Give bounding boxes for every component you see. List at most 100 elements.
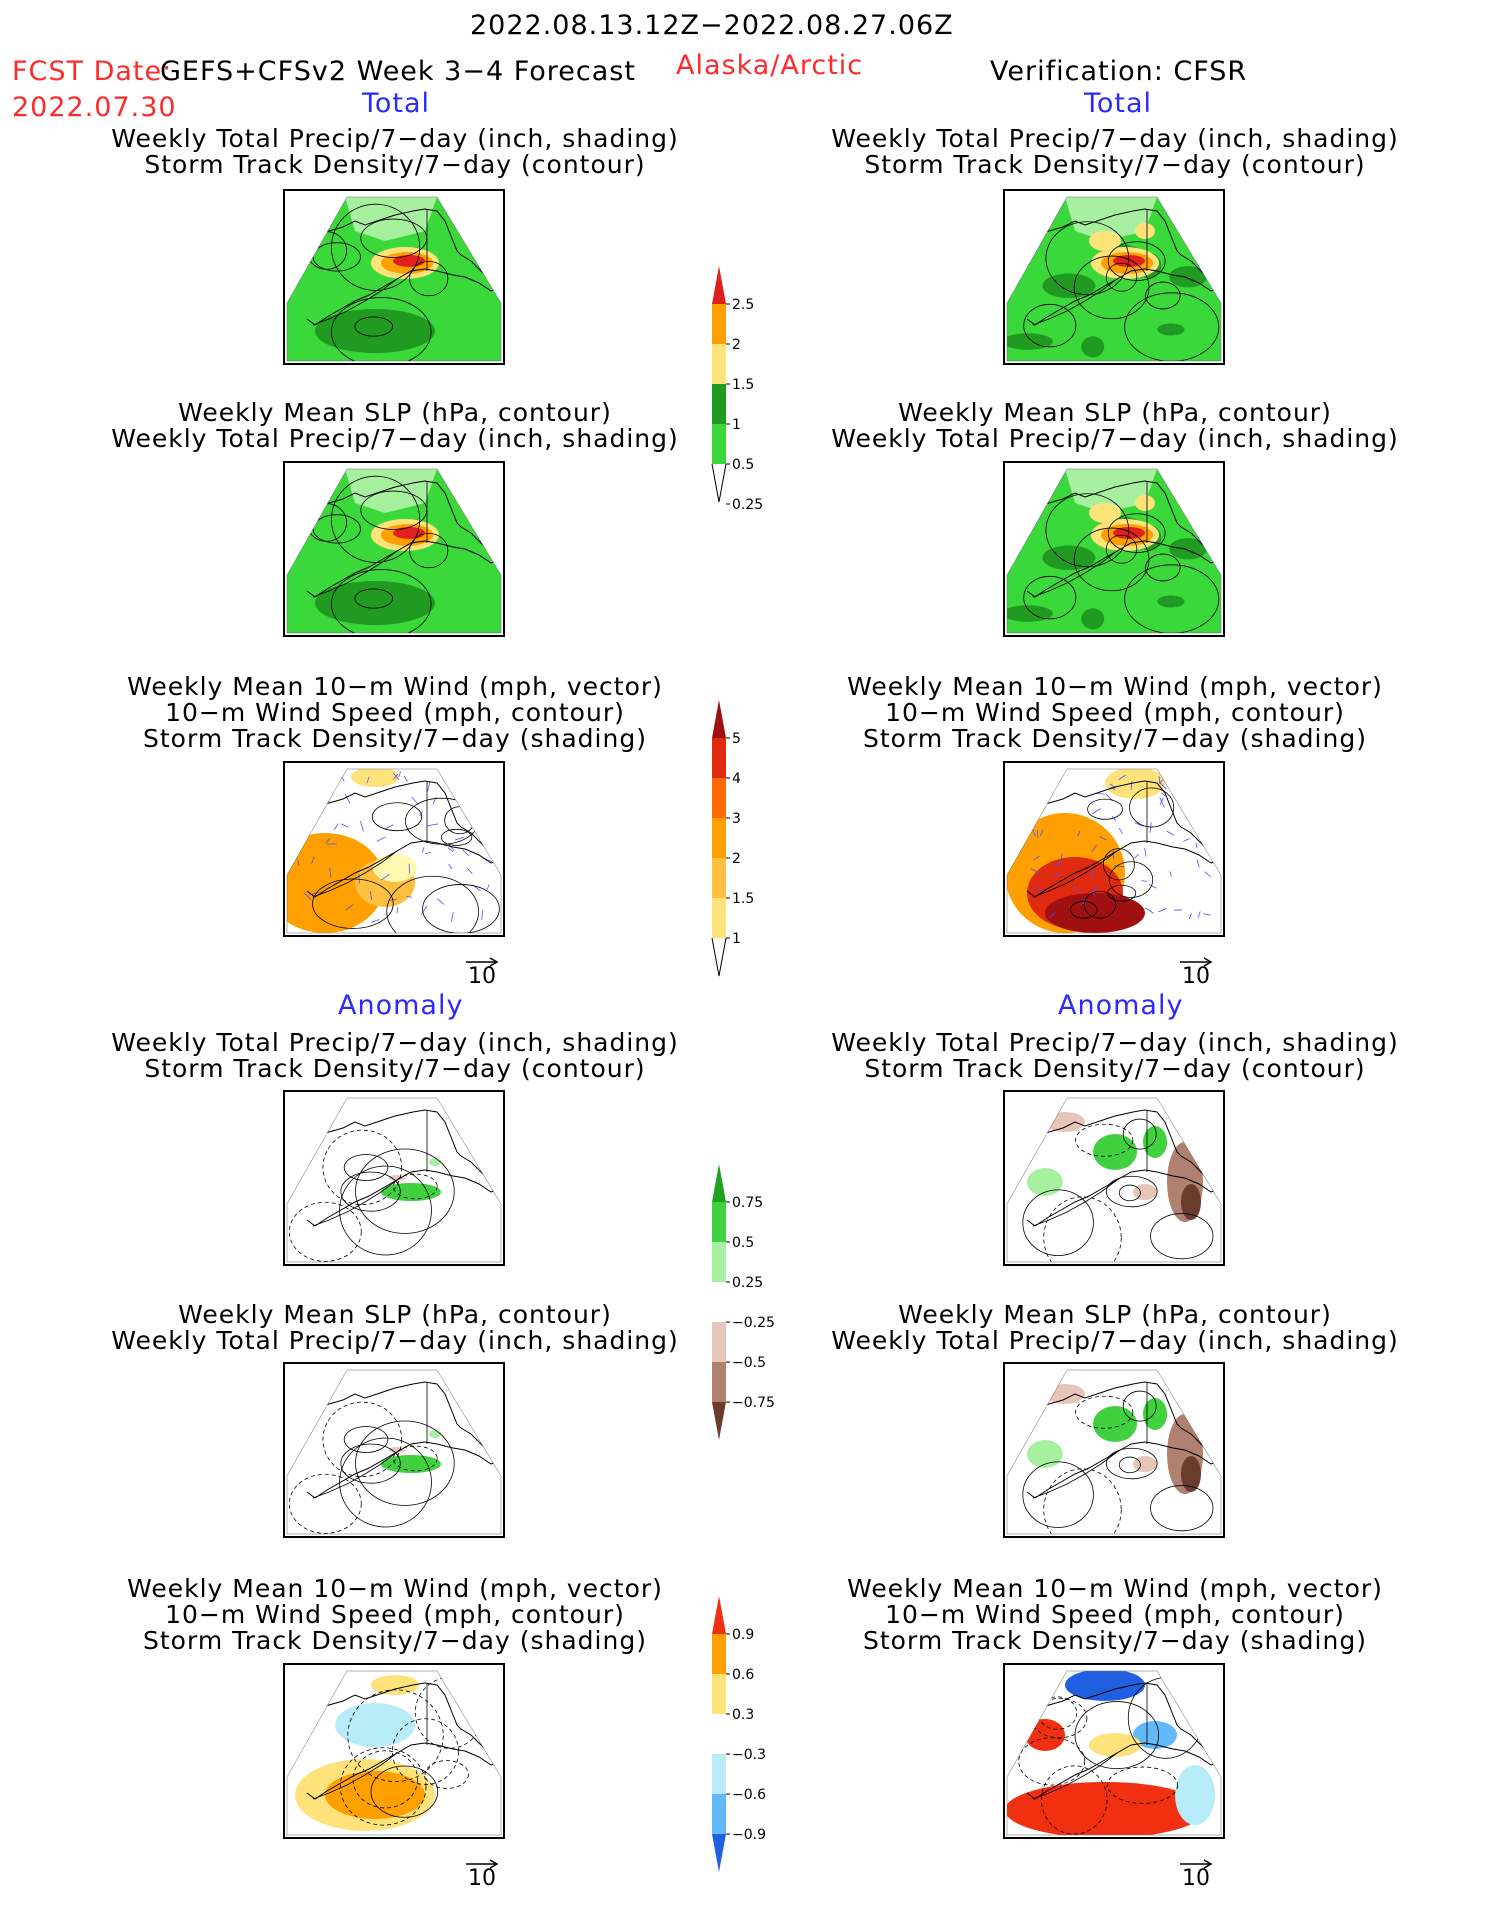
colorbar-tick-label: 0.3 [732, 1707, 754, 1723]
fcst-model: GEFS+CFSv2 Week 3−4 Forecast [160, 56, 636, 87]
vector-reference-value: 10 [468, 964, 496, 989]
map-graphic [286, 196, 502, 362]
colorbar-tick-label: 0.25 [732, 497, 763, 513]
section-anomaly-right: Anomaly [1058, 990, 1184, 1021]
caption-line: Weekly Mean SLP (hPa, contour) [178, 1300, 612, 1329]
caption-right-row1: Weekly Total Precip/7−day (inch, shading… [815, 126, 1415, 178]
arrow-right-icon [466, 1859, 499, 1869]
wind-vector-reference-anomaly-right: 10 [1176, 1858, 1216, 1891]
colorbar-swatch [712, 344, 726, 384]
caption-line: Weekly Mean 10−m Wind (mph, vector) [127, 672, 663, 701]
caption-left-row6: Weekly Mean 10−m Wind (mph, vector) 10−m… [95, 1576, 695, 1654]
caption-line: Storm Track Density/7−day (contour) [144, 1054, 646, 1083]
map-graphic [286, 768, 502, 934]
arrow-right-icon [466, 957, 499, 967]
colorbar-tick-label: −0.9 [732, 1827, 766, 1843]
caption-line: Weekly Total Precip/7−day (inch, shading… [831, 1028, 1399, 1057]
colorbar-graphic: 0.75 0.5 0.25 −0.25 −0.5 −0.75 [712, 1164, 775, 1440]
caption-left-row5: Weekly Mean SLP (hPa, contour) Weekly To… [95, 1302, 695, 1354]
verification-label: Verification: CFSR [990, 56, 1248, 87]
colorbar-swatch [712, 1634, 726, 1674]
colorbar-swatch [712, 858, 726, 898]
colorbar-swatch [712, 384, 726, 424]
caption-right-row6: Weekly Mean 10−m Wind (mph, vector) 10−m… [815, 1576, 1415, 1654]
caption-left-row3: Weekly Mean 10−m Wind (mph, vector) 10−m… [95, 674, 695, 752]
caption-line: 10−m Wind Speed (mph, contour) [885, 698, 1345, 727]
section-total-right: Total [1084, 88, 1153, 119]
caption-line: Storm Track Density/7−day (shading) [143, 1626, 647, 1655]
map-forecast-wind-storm-total [283, 761, 505, 937]
caption-line: 10−m Wind Speed (mph, contour) [165, 1600, 625, 1629]
map-forecast-slp-precip-anomaly [283, 1362, 505, 1538]
colorbar-swatch [712, 1714, 726, 1754]
wind-vector-reference-anomaly-left: 10 [462, 1858, 502, 1891]
caption-line: Storm Track Density/7−day (shading) [863, 724, 1367, 753]
colorbar-swatch [712, 778, 726, 818]
colorbar-swatch [712, 738, 726, 778]
arrow-right-icon [1180, 1859, 1213, 1869]
colorbar-storm-anomaly: 0.9 0.6 0.3 −0.3 −0.6 −0.9 [712, 1596, 782, 1876]
section-anomaly-left: Anomaly [338, 990, 464, 1021]
colorbar-swatch [712, 898, 726, 938]
caption-right-row3: Weekly Mean 10−m Wind (mph, vector) 10−m… [815, 674, 1415, 752]
map-graphic [286, 1097, 502, 1263]
colorbar-tick-label: −0.3 [732, 1747, 766, 1763]
colorbar-swatch [712, 1754, 726, 1794]
caption-line: Weekly Mean 10−m Wind (mph, vector) [127, 1574, 663, 1603]
colorbar-tick-label: −0.25 [732, 1315, 775, 1331]
colorbar-tick-label: 1.5 [732, 891, 754, 907]
caption-line: 10−m Wind Speed (mph, contour) [885, 1600, 1345, 1629]
map-verification-slp-precip-anomaly [1003, 1362, 1225, 1538]
caption-line: 10−m Wind Speed (mph, contour) [165, 698, 625, 727]
colorbar-tick-label: 1 [732, 417, 741, 433]
colorbar-swatch [712, 1202, 726, 1242]
map-graphic [1006, 1097, 1222, 1263]
map-forecast-precip-storm-anomaly [283, 1090, 505, 1266]
caption-line: Weekly Total Precip/7−day (inch, shading… [831, 1326, 1399, 1355]
colorbar-tick-label: 0.9 [732, 1627, 754, 1643]
caption-line: Weekly Total Precip/7−day (inch, shading… [111, 124, 679, 153]
caption-line: Storm Track Density/7−day (shading) [143, 724, 647, 753]
caption-right-row5: Weekly Mean SLP (hPa, contour) Weekly To… [815, 1302, 1415, 1354]
colorbar-swatch [712, 1362, 726, 1402]
colorbar-precip-anomaly: 0.75 0.5 0.25 −0.25 −0.5 −0.75 [712, 1164, 782, 1444]
colorbar-tick-label: −0.75 [732, 1395, 775, 1411]
caption-left-row4: Weekly Total Precip/7−day (inch, shading… [95, 1030, 695, 1082]
colorbar-swatch [712, 424, 726, 464]
wind-vector-reference-total-left: 10 [462, 956, 502, 989]
colorbar-tick-label: −0.6 [732, 1787, 766, 1803]
colorbar-tick-label: 1.5 [732, 377, 754, 393]
colorbar-tick-label: 4 [732, 771, 741, 787]
map-graphic [1006, 1670, 1222, 1836]
colorbar-tick-label: 0.75 [732, 1195, 763, 1211]
caption-line: Weekly Mean 10−m Wind (mph, vector) [847, 672, 1383, 701]
map-verification-wind-storm-total [1003, 761, 1225, 937]
map-verification-precip-storm-total [1003, 189, 1225, 365]
map-graphic [1006, 1369, 1222, 1535]
caption-right-row2: Weekly Mean SLP (hPa, contour) Weekly To… [815, 400, 1415, 452]
caption-line: Weekly Total Precip/7−day (inch, shading… [831, 424, 1399, 453]
colorbar-tick-label: 0.5 [732, 457, 754, 473]
arrow-right-icon [1180, 957, 1213, 967]
map-forecast-wind-storm-anomaly [283, 1663, 505, 1839]
caption-line: Weekly Mean SLP (hPa, contour) [178, 398, 612, 427]
caption-left-row1: Weekly Total Precip/7−day (inch, shading… [95, 126, 695, 178]
map-verification-slp-precip-total [1003, 461, 1225, 637]
colorbar-tick-label: 3 [732, 811, 741, 827]
colorbar-swatch [712, 1674, 726, 1714]
caption-line: Storm Track Density/7−day (contour) [864, 150, 1366, 179]
caption-line: Weekly Mean SLP (hPa, contour) [898, 1300, 1332, 1329]
vector-reference-value: 10 [1182, 964, 1210, 989]
forecast-period: 2022.08.13.12Z−2022.08.27.06Z [470, 10, 954, 41]
section-total-left: Total [362, 88, 431, 119]
caption-line: Weekly Total Precip/7−day (inch, shading… [831, 124, 1399, 153]
fcst-date-label: FCST Date: [12, 56, 173, 87]
region-title: Alaska/Arctic [676, 50, 864, 81]
caption-line: Storm Track Density/7−day (contour) [864, 1054, 1366, 1083]
caption-left-row2: Weekly Mean SLP (hPa, contour) Weekly To… [95, 400, 695, 452]
caption-line: Storm Track Density/7−day (contour) [144, 150, 646, 179]
caption-line: Weekly Total Precip/7−day (inch, shading… [111, 1028, 679, 1057]
colorbar-tick-label: −0.5 [732, 1355, 766, 1371]
vector-reference-value: 10 [468, 1866, 496, 1891]
colorbar-swatch [712, 1282, 726, 1322]
